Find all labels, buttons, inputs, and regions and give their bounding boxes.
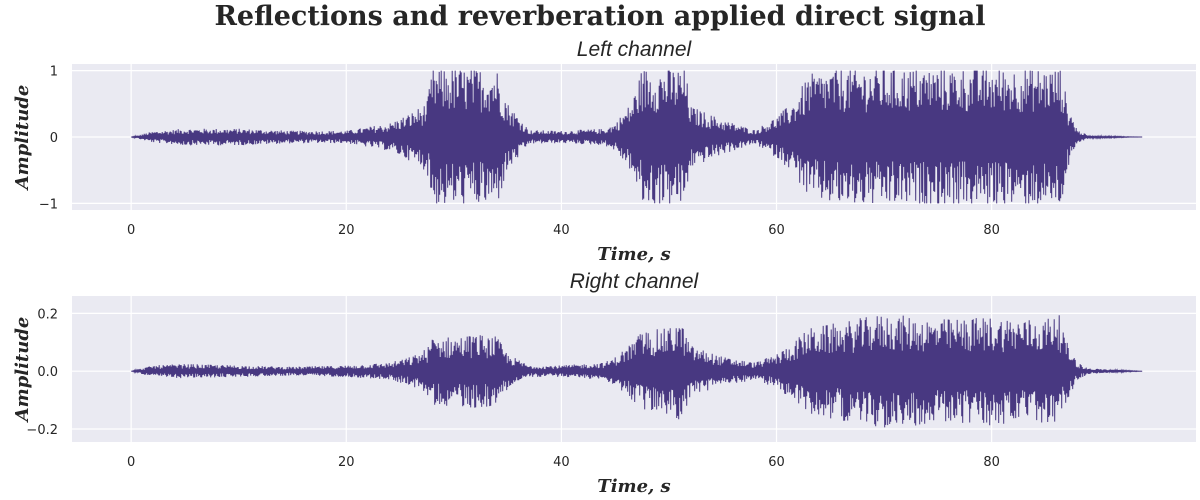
- left-channel-y-axis-label: Amplitude: [12, 85, 33, 192]
- right-channel-panel: −0.2 0.0 0.2 0 20 40 60 80 Right channel Time,…: [12, 270, 1196, 497]
- y-tick-label: −0.2: [26, 423, 58, 438]
- x-tick-label: 40: [553, 223, 570, 238]
- right-channel-y-ticks: −0.2 0.0 0.2: [26, 307, 58, 438]
- x-tick-label: 40: [553, 455, 570, 470]
- left-channel-x-axis-label: Time, s: [597, 244, 670, 265]
- x-tick-label: 0: [127, 223, 135, 238]
- x-tick-label: 20: [338, 223, 355, 238]
- y-tick-label: −1: [39, 197, 58, 212]
- right-channel-y-axis-label: Amplitude: [12, 317, 33, 424]
- left-channel-panel: −101 0 20 40 60 80 Left channel Time, s Ampl…: [12, 38, 1196, 265]
- left-channel-title: Left channel: [577, 38, 693, 61]
- figure-title: Reflections and reverberation applied di…: [214, 1, 985, 32]
- x-tick-label: 60: [768, 455, 785, 470]
- x-tick-label: 20: [338, 455, 355, 470]
- right-channel-x-ticks: 0 20 40 60 80: [127, 455, 1000, 470]
- right-channel-title: Right channel: [570, 270, 700, 293]
- y-tick-label: 0.0: [37, 365, 58, 380]
- left-channel-waveform: [131, 70, 1143, 204]
- y-tick-label: 0: [50, 131, 58, 146]
- right-channel-waveform: [131, 315, 1143, 428]
- left-channel-x-ticks: 0 20 40 60 80: [127, 223, 1000, 238]
- left-channel-y-ticks: −1 0 1: [39, 65, 58, 213]
- x-tick-label: 80: [983, 455, 1000, 470]
- y-tick-label: 0.2: [37, 307, 58, 322]
- x-tick-label: 60: [768, 223, 785, 238]
- y-tick-label: 1: [50, 65, 58, 80]
- right-channel-x-axis-label: Time, s: [597, 476, 670, 497]
- x-tick-label: 0: [127, 455, 135, 470]
- x-tick-label: 80: [983, 223, 1000, 238]
